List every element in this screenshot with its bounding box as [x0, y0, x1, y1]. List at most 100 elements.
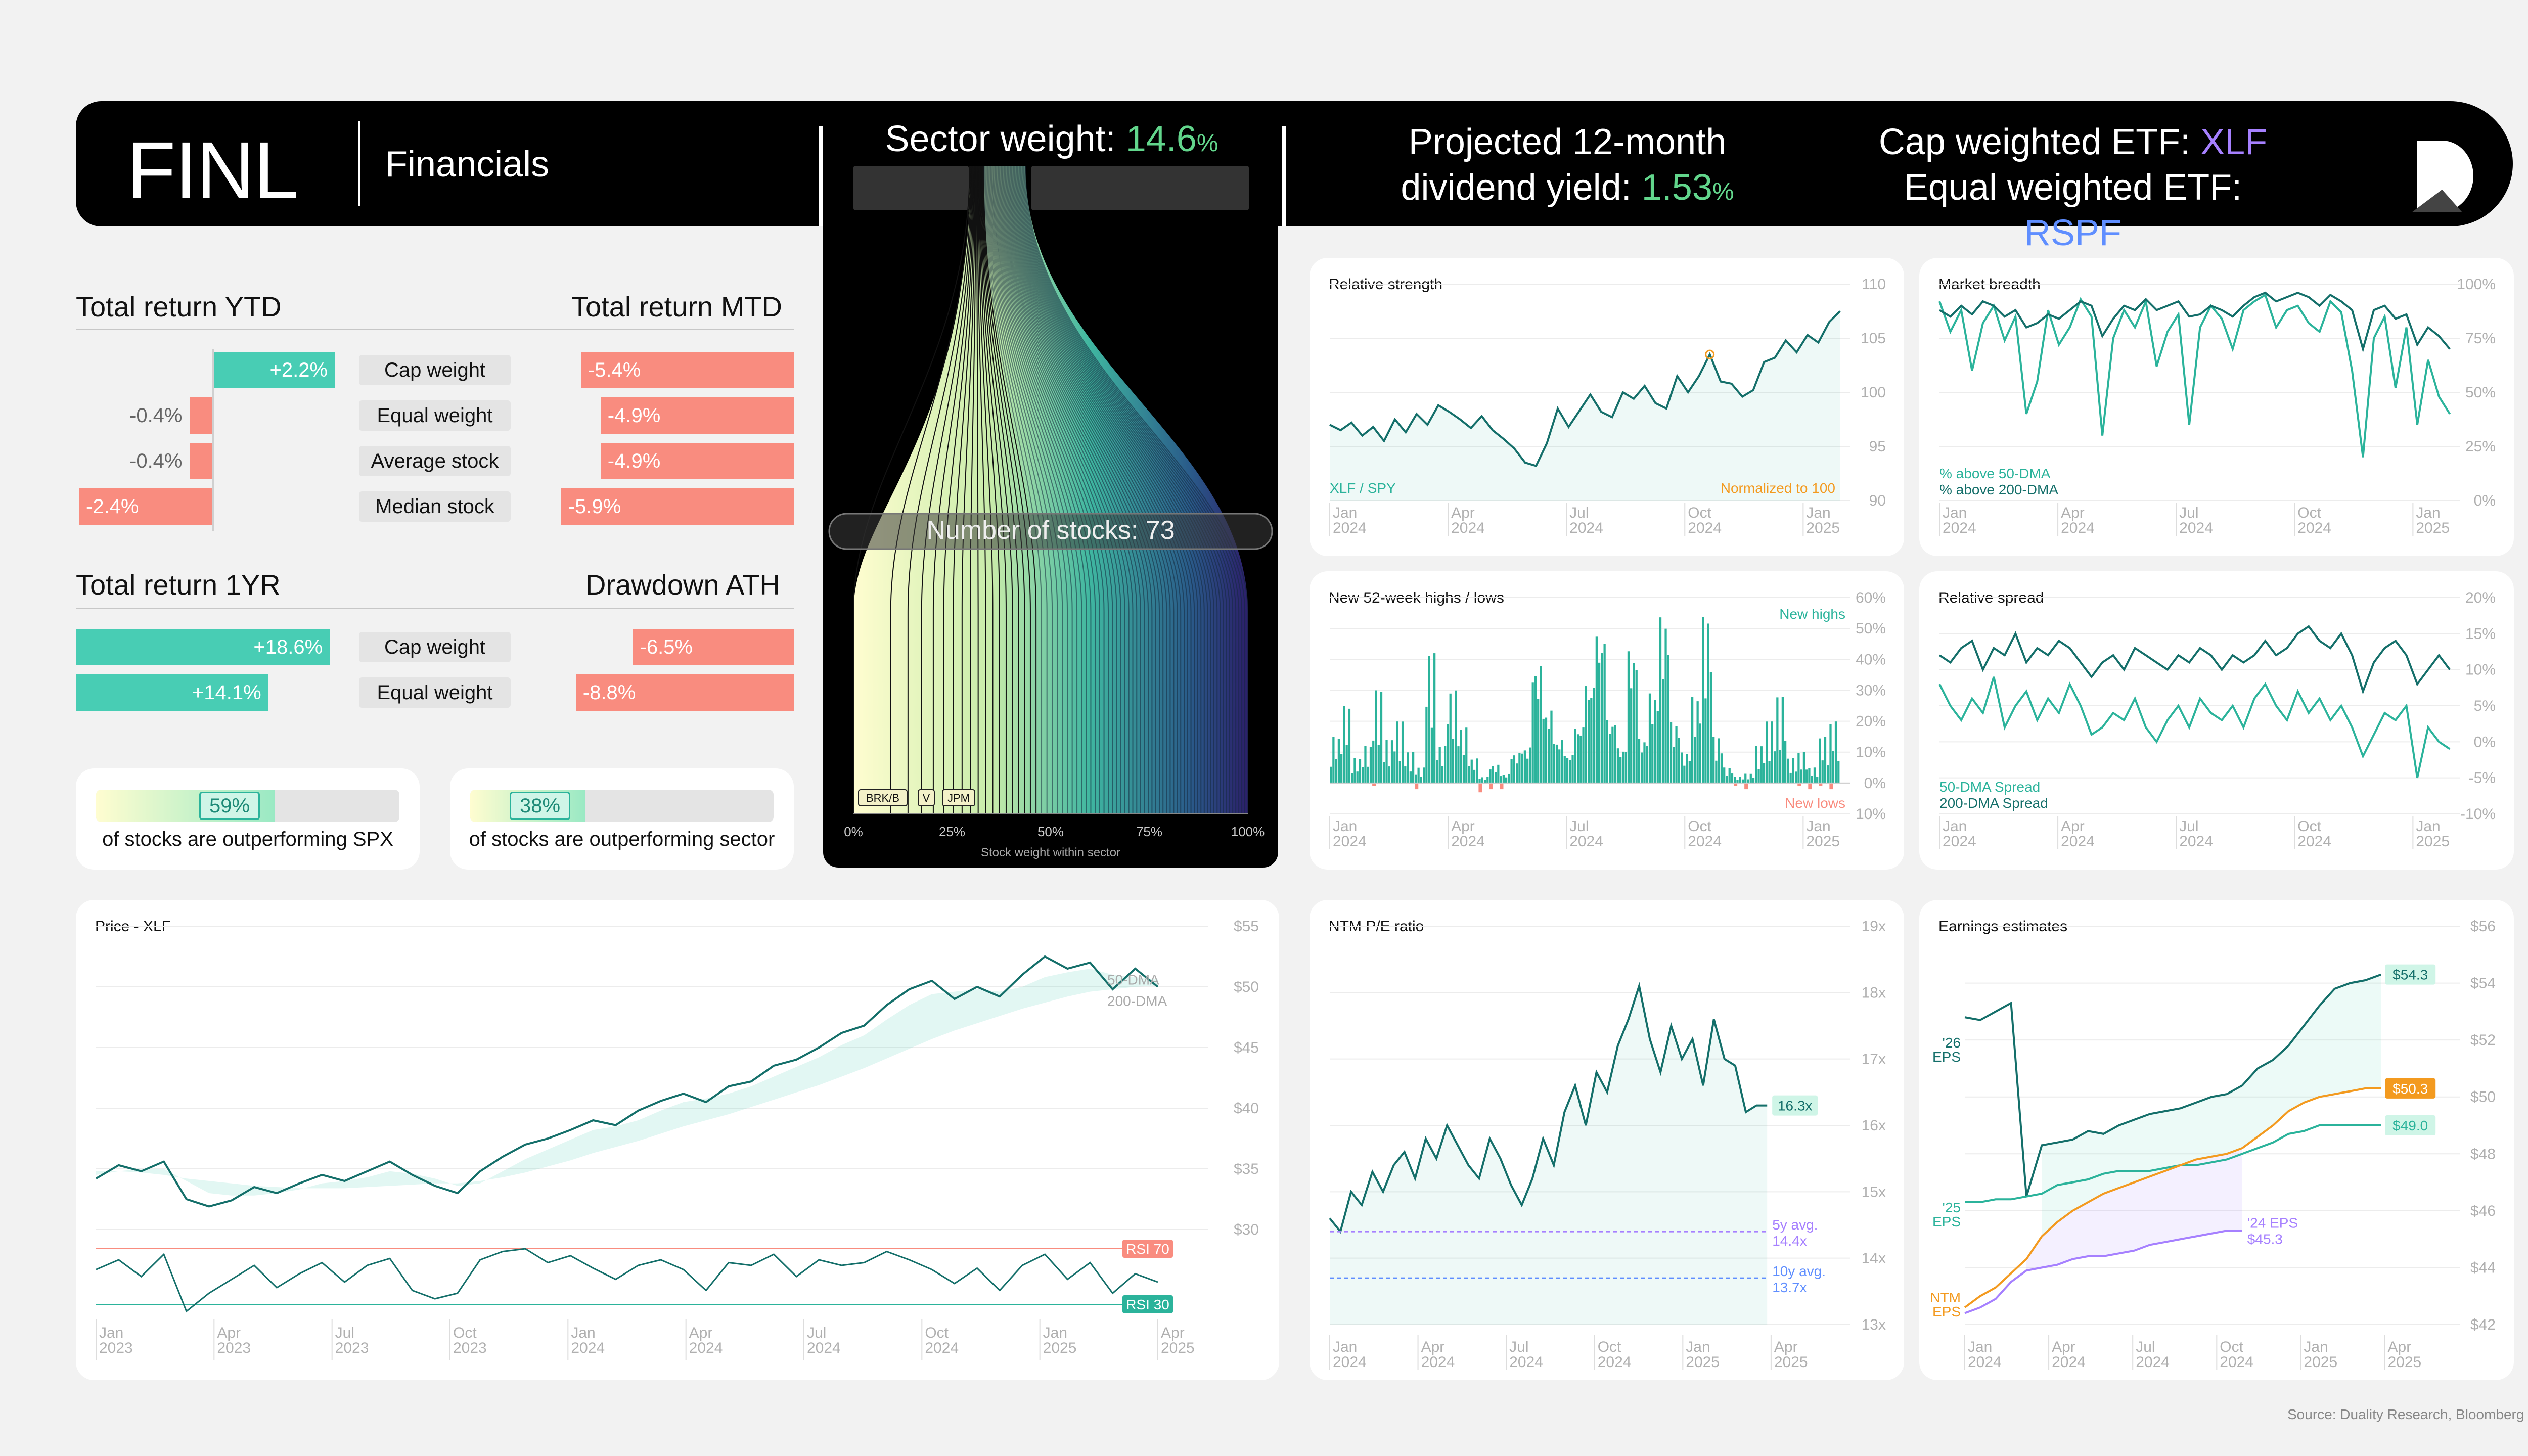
stock-strand [979, 165, 1007, 814]
eps-end-label: $54.3 [2392, 967, 2428, 983]
x-tick: Jan [1806, 505, 1830, 521]
eps-series-label: '25 [1943, 1200, 1961, 1215]
new-high-bar [1683, 765, 1686, 783]
x-tick: 2025 [2388, 1354, 2422, 1371]
new-high-bar [1407, 752, 1409, 783]
new-high-bar [1441, 766, 1444, 783]
new-high-bar [1553, 744, 1555, 783]
y-tick: 15x [1862, 1184, 1886, 1200]
new-high-bar [1518, 753, 1521, 783]
x-tick: 2025 [1806, 833, 1840, 850]
new-high-bar [1805, 769, 1808, 783]
new-high-bar [1335, 759, 1337, 783]
stock-strand [1006, 165, 1171, 814]
new-high-bar [1656, 711, 1659, 783]
new-high-bar [1388, 766, 1390, 783]
etf-stat: Cap weighted ETF: XLF Equal weighted ETF… [1850, 119, 2295, 256]
rsi-line [96, 1248, 1158, 1313]
stock-strand [981, 165, 1025, 814]
new-high-bar [1398, 761, 1401, 783]
new-high-bar [1771, 721, 1773, 783]
x-tick: Jul [335, 1325, 354, 1341]
header-divider-left [819, 126, 823, 226]
new-low-bar [1829, 783, 1833, 790]
sector-weight-stat: Sector weight: 14.6% [829, 116, 1274, 166]
stock-strand [1001, 165, 1145, 814]
x-tick: 2025 [1774, 1354, 1808, 1371]
rsi30-tag [1122, 1295, 1173, 1313]
new-high-bar [1372, 740, 1375, 783]
new-high-bar [1757, 769, 1760, 783]
new-high-bar [1540, 665, 1542, 783]
new-high-bar [1673, 747, 1675, 783]
pe-line [1329, 982, 1768, 1234]
eps-series-label: EPS [1932, 1214, 1961, 1230]
stock-strand [996, 165, 1117, 814]
stock-strand [1021, 165, 1237, 814]
x-tick: 2025 [1161, 1340, 1195, 1356]
y-tick: $50 [1234, 979, 1259, 995]
new-high-bar [1768, 761, 1771, 783]
y-tick: -5% [2469, 770, 2496, 787]
sector-weight-label: Sector weight: [885, 119, 1116, 159]
new-high-bar [1462, 755, 1465, 783]
x-tick: 2024 [689, 1340, 723, 1356]
new-high-bar [1576, 734, 1579, 783]
new-high-bar [1633, 663, 1635, 783]
new-high-bar [1396, 721, 1398, 783]
new-high-bar [1723, 767, 1726, 783]
new-high-bar [1447, 723, 1449, 783]
stock-strand [977, 165, 986, 814]
x-tick: 2024 [2297, 520, 2331, 536]
new-high-bar [1516, 763, 1518, 783]
stock-strand [1017, 165, 1218, 814]
new-high-bar [1545, 717, 1548, 783]
ytd-value: -0.4% [129, 450, 183, 472]
new-high-bar [1766, 721, 1768, 783]
avg5-value: 14.4x [1772, 1233, 1807, 1249]
stock-strand [1015, 165, 1208, 814]
x-tick: Jan [571, 1325, 595, 1341]
count-text: Number of stocks: 73 [926, 516, 1175, 545]
eps-end-label: $49.0 [2392, 1118, 2428, 1133]
new-high-bar [1755, 746, 1757, 783]
sector-name: Financials [385, 144, 550, 185]
new-high-bar [1563, 756, 1566, 783]
new-high-bar [1531, 682, 1534, 783]
yr-bar: +14.1% [76, 674, 268, 711]
new-high-bar [1345, 745, 1348, 783]
new-high-bar [1476, 758, 1478, 783]
mb-50dma-label: % above 50-DMA [1939, 466, 2051, 481]
stock-strand [983, 165, 1037, 814]
y-tick: 50% [2465, 384, 2496, 401]
ntm-pe-card: NTM P/E ratio 19x 18x 17x 16x 15x 14x 13x 16.3x… [1310, 900, 1904, 1380]
y-tick: $55 [1234, 918, 1259, 935]
eps-end-label: $50.3 [2392, 1081, 2428, 1097]
y-tick: 0% [2474, 734, 2496, 750]
y-tick: 10% [2465, 662, 2496, 678]
new-high-bar [1353, 758, 1356, 783]
rs-series-label: XLF / SPY [1330, 480, 1396, 496]
new-high-bar [1468, 766, 1470, 783]
eps-end-tag [2385, 1078, 2436, 1099]
new-high-bar [1686, 754, 1688, 783]
eps-series-label: EPS [1932, 1049, 1961, 1065]
x-tick: 2024 [2220, 1354, 2253, 1371]
eps-band-2 [2026, 1148, 2242, 1271]
new-high-bar [1630, 688, 1633, 783]
dividend-label: dividend yield: [1401, 167, 1632, 208]
dma-band [96, 969, 1158, 1196]
return-row-label: Equal weight [359, 400, 511, 431]
x-tick: Jan [1333, 1339, 1357, 1355]
new-high-bar [1707, 623, 1709, 783]
x-tick: Oct [1598, 1339, 1621, 1355]
stock-strand [1010, 165, 1188, 814]
dd-title: Drawdown ATH [585, 569, 780, 601]
stock-strand [980, 165, 1013, 814]
stock-strand [997, 165, 1121, 814]
new-high-bar [1800, 769, 1802, 783]
x-tick: 2024 [1333, 1354, 1367, 1371]
new-high-bar [1776, 697, 1779, 783]
stock-label-box [918, 789, 935, 806]
stock-strand [994, 165, 1105, 814]
